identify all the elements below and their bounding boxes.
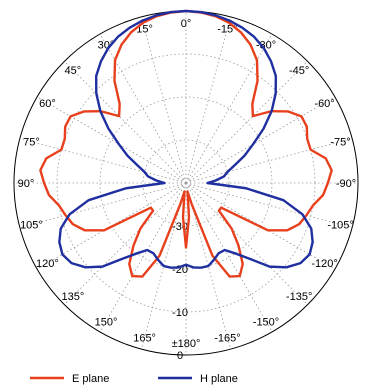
grid-spoke (185, 182, 308, 305)
grid-ring (99, 96, 273, 270)
grid-spoke (185, 182, 353, 228)
angle-tick-label: -60° (314, 98, 334, 110)
angle-tick-label: -45° (289, 65, 309, 77)
angle-tick-label: -105° (327, 219, 353, 231)
angle-tick-label: -75° (330, 137, 350, 149)
grid-spoke (99, 182, 187, 333)
angle-tick-label: 120° (36, 258, 59, 270)
angle-tick-label: -165° (214, 333, 240, 345)
grid-spoke (99, 33, 187, 184)
series-line-h-plane (58, 9, 314, 269)
angle-tick-label: 75° (23, 137, 40, 149)
angle-tick-label: -150° (253, 317, 279, 329)
grid-spoke (185, 33, 273, 184)
angle-tick-label: -30° (256, 39, 276, 51)
angle-tick-label: ±180° (172, 338, 201, 350)
radial-tick-label: -10 (172, 307, 188, 319)
angle-tick-label: 60° (39, 98, 56, 110)
angle-tick-label: 15° (136, 23, 153, 35)
grid-spoke (185, 182, 273, 333)
angle-tick-label: 90° (18, 178, 35, 190)
grid-spoke (185, 138, 353, 184)
grid-spoke (185, 61, 308, 184)
grid-spoke (36, 96, 187, 184)
grid-ring (142, 139, 230, 227)
grid-spoke (64, 61, 187, 184)
angle-tick-label: 105° (20, 219, 43, 231)
legend-label-e-plane: E plane (72, 373, 109, 385)
angle-tick-label: 0° (181, 18, 192, 30)
angle-tick-label: 45° (65, 65, 82, 77)
legend-label-h-plane: H plane (200, 373, 238, 385)
grid-spoke (185, 182, 336, 270)
grid-spoke (64, 182, 187, 305)
angle-tick-label: 165° (133, 333, 156, 345)
grid-spoke (185, 16, 231, 184)
angle-tick-label: 30° (98, 39, 115, 51)
angle-tick-label: -90° (336, 178, 356, 190)
grid-spoke (36, 182, 187, 270)
grid-spoke (19, 138, 187, 184)
angle-tick-label: -135° (286, 291, 312, 303)
grid-spoke (141, 16, 187, 184)
angle-tick-label: 135° (61, 291, 84, 303)
angle-tick-label: 150° (95, 317, 118, 329)
angle-tick-label: -120° (311, 258, 337, 270)
grid-spoke (19, 182, 187, 228)
radial-tick-label: 0 (177, 350, 183, 362)
angle-tick-label: -15° (217, 23, 237, 35)
grid-spoke (185, 96, 336, 184)
series-line-e-plane (39, 9, 333, 278)
